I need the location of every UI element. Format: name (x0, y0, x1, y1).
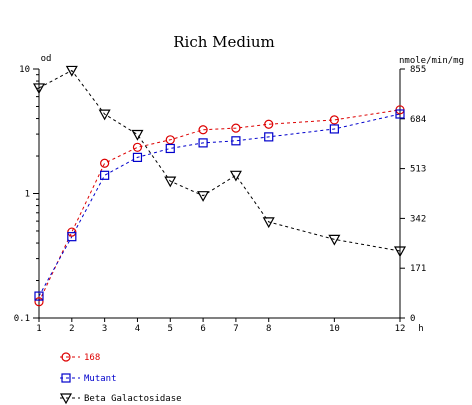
data-point-mutant (198, 138, 208, 148)
data-point-beta-galactosidase (32, 83, 46, 95)
data-point-beta-galactosidase (98, 109, 111, 121)
chart-title: Rich Medium (173, 33, 274, 51)
y-axis-label: od (41, 54, 52, 64)
legend-label-mutant: Mutant (84, 374, 117, 384)
data-point-mutant (67, 232, 77, 242)
series-markers (32, 65, 407, 307)
x-tick-label: 2 (69, 324, 74, 334)
series-lines (38, 69, 401, 302)
x-tick-label: 8 (266, 324, 271, 334)
data-point-mutant (34, 291, 44, 301)
legend-label-168: 168 (84, 353, 100, 363)
data-point-168 (100, 158, 110, 168)
data-point-beta-galactosidase (65, 65, 78, 77)
data-point-beta-galactosidase (197, 191, 210, 202)
data-point-168 (34, 297, 44, 307)
data-point-168 (165, 135, 175, 145)
data-point-mutant (165, 143, 175, 154)
data-point-168 (198, 125, 208, 135)
x-tick-label: 12 (395, 324, 406, 334)
x-tick-label: 7 (233, 324, 238, 334)
x-axis-label: h (418, 324, 423, 334)
x-tick-label: 5 (168, 324, 173, 334)
y2-tick-label: 513 (410, 165, 426, 175)
y2-tick-label: 855 (410, 65, 426, 75)
y-tick-label: 0.1 (14, 314, 30, 324)
legend-marker-mutant (61, 373, 71, 383)
series-line-168 (38, 109, 401, 302)
series-line-mutant (38, 113, 401, 297)
data-point-mutant (231, 136, 241, 146)
data-point-beta-galactosidase (262, 217, 275, 229)
data-point-beta-galactosidase (131, 129, 144, 141)
data-point-mutant (264, 132, 274, 142)
data-point-168 (132, 142, 143, 152)
legend-marker-168 (61, 352, 71, 362)
data-point-beta-galactosidase (328, 234, 341, 246)
x-tick-label: 4 (135, 324, 140, 334)
data-point-168 (67, 227, 77, 237)
data-point-mutant (395, 109, 405, 119)
data-point-168 (264, 119, 274, 129)
y2-tick-label: 342 (410, 214, 426, 224)
data-point-mutant (132, 152, 143, 162)
data-point-168 (231, 123, 241, 133)
x-tick-label: 3 (102, 324, 107, 334)
y-tick-label: 10 (19, 65, 30, 75)
y2-tick-label: 171 (410, 264, 426, 274)
y2-tick-label: 0 (410, 314, 415, 324)
x-tick-label: 1 (36, 324, 41, 334)
y-tick-label: 1 (25, 190, 30, 200)
x-tick-label: 6 (200, 324, 205, 334)
legend-marker-beta-galactosidase (59, 393, 73, 405)
data-point-168 (329, 115, 339, 125)
y2-axis-label: nmole/min/mg (399, 56, 464, 66)
data-point-beta-galactosidase (393, 246, 407, 258)
legend: 168 Mutant Beta Galactosidase (59, 352, 182, 405)
y2-tick-label: 684 (410, 115, 426, 125)
x-tick-label: 10 (329, 324, 340, 334)
data-point-mutant (329, 124, 339, 134)
data-point-mutant (100, 170, 110, 180)
data-point-beta-galactosidase (229, 170, 242, 182)
data-point-beta-galactosidase (164, 176, 177, 188)
series-line-beta-galactosidase (38, 69, 401, 252)
legend-label-beta-galactosidase: Beta Galactosidase (84, 394, 182, 404)
